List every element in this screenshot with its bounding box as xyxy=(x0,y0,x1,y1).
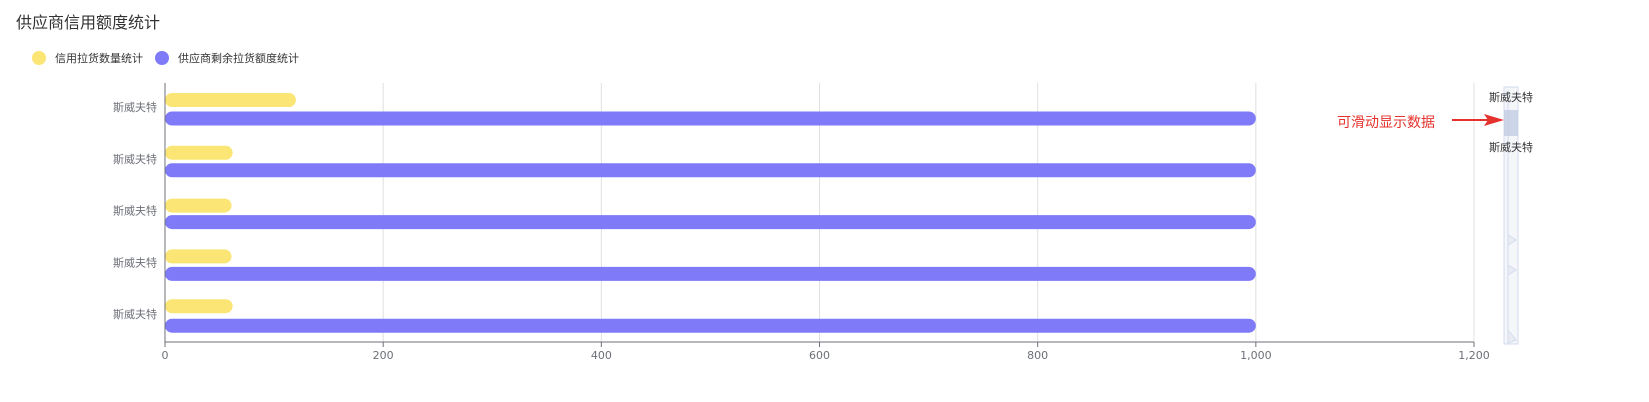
y-category-label: 斯威夫特 xyxy=(113,100,157,114)
legend-item-credit-pull-count[interactable]: 信用拉货数量统计 xyxy=(32,50,143,66)
slider-window-handle[interactable] xyxy=(1504,110,1518,136)
slider-bottom-label: 斯威夫特 xyxy=(1489,140,1533,154)
x-axis: 0 200 400 600 800 1,000 1,200斯威夫特斯威夫特斯威夫特斯威夫特斯… xyxy=(113,83,1490,362)
x-tick-label: 0 xyxy=(162,349,169,362)
annotation-arrow-icon xyxy=(1452,114,1504,126)
bar-remaining-quota[interactable] xyxy=(165,215,1256,230)
x-tick-label: 600 xyxy=(809,349,830,362)
x-tick-label: 200 xyxy=(373,349,394,362)
legend-label: 供应商剩余拉货额度统计 xyxy=(178,52,299,65)
x-tick-label: 400 xyxy=(591,349,612,362)
y-category-label: 斯威夫特 xyxy=(113,307,157,321)
x-tick-label: 1,000 xyxy=(1240,349,1272,362)
bar-remaining-quota[interactable] xyxy=(165,318,1256,333)
bar-credit-pull-count[interactable] xyxy=(165,198,232,213)
bar-remaining-quota[interactable] xyxy=(165,266,1256,281)
legend-label: 信用拉货数量统计 xyxy=(55,52,143,65)
chart-title: 供应商信用额度统计 xyxy=(16,13,161,32)
datazoom-slider[interactable]: 斯威夫特 斯威夫特 xyxy=(1489,86,1533,345)
scroll-hint-annotation: 可滑动显示数据 xyxy=(1337,115,1435,131)
bar-credit-pull-count[interactable] xyxy=(165,299,233,314)
legend: 信用拉货数量统计 供应商剩余拉货额度统计 xyxy=(32,50,311,66)
x-tick-label: 1,200 xyxy=(1458,349,1490,362)
legend-dot-purple-icon xyxy=(155,51,169,65)
y-category-label: 斯威夫特 xyxy=(113,204,157,218)
legend-item-remaining-quota[interactable]: 供应商剩余拉货额度统计 xyxy=(155,50,299,66)
bar-credit-pull-count[interactable] xyxy=(165,145,233,160)
y-category-label: 斯威夫特 xyxy=(113,152,157,166)
bar-remaining-quota[interactable] xyxy=(165,111,1256,126)
bar-remaining-quota[interactable] xyxy=(165,163,1256,178)
legend-dot-yellow-icon xyxy=(32,51,46,65)
bar-credit-pull-count[interactable] xyxy=(165,93,296,107)
slider-top-label: 斯威夫特 xyxy=(1489,90,1533,104)
y-category-label: 斯威夫特 xyxy=(113,255,157,269)
bars-layer xyxy=(165,93,1256,333)
x-tick-label: 800 xyxy=(1027,349,1048,362)
bar-credit-pull-count[interactable] xyxy=(165,249,232,264)
grid-lines xyxy=(382,83,1475,342)
slider-shadow-icon xyxy=(1507,90,1517,344)
